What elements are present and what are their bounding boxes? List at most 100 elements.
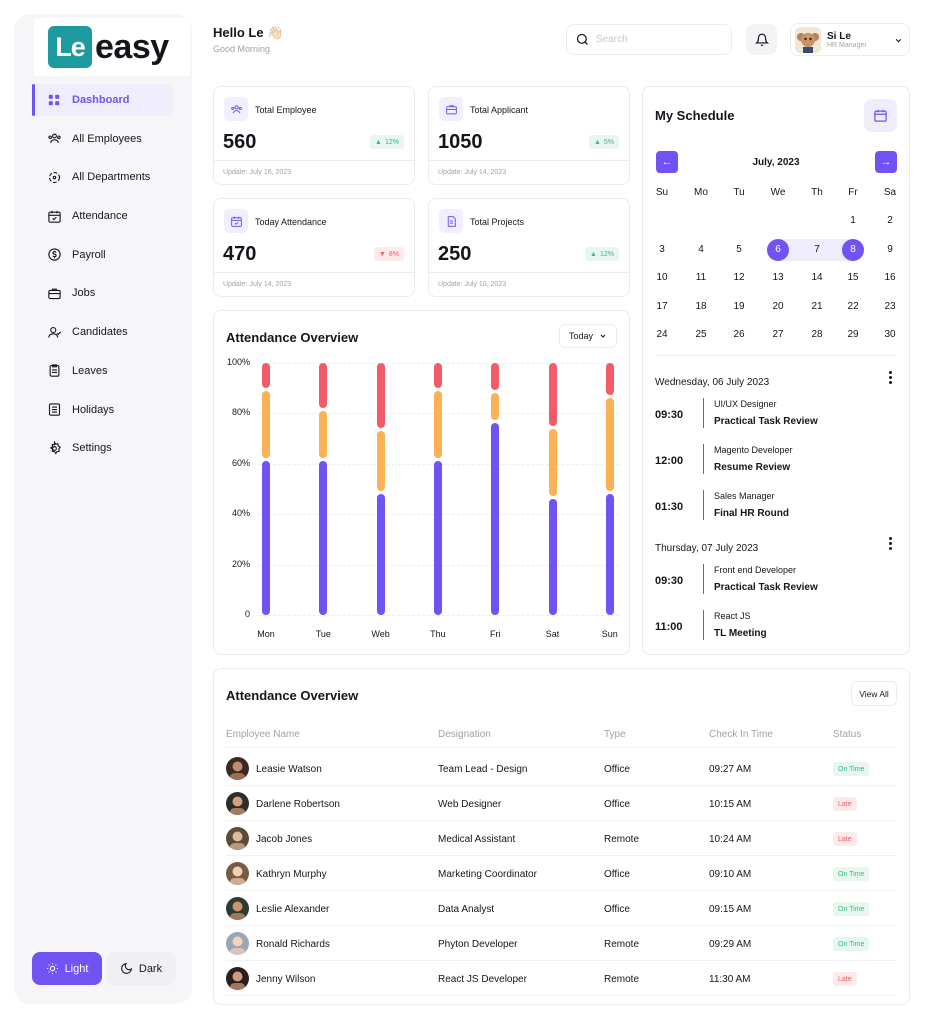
calendar-day[interactable]: 25: [695, 329, 707, 340]
users-icon: [46, 131, 62, 147]
weekday-label: Su: [655, 187, 669, 198]
weekday-label: We: [770, 187, 786, 198]
calendar-day[interactable]: 6: [767, 239, 789, 261]
bar-segment: [548, 499, 557, 615]
clipboard-icon: [46, 363, 62, 379]
calendar-day[interactable]: 1: [850, 215, 856, 226]
calendar-day[interactable]: 24: [656, 329, 668, 340]
calendar-day[interactable]: 30: [884, 329, 896, 340]
calendar-day[interactable]: 17: [656, 301, 668, 312]
dollar-circle-icon: [46, 247, 62, 263]
stat-update: Update: July 16, 2023: [223, 169, 292, 176]
calendar-day[interactable]: 8: [842, 239, 864, 261]
stat-label: Total Projects: [470, 217, 525, 227]
search-box: [566, 24, 732, 55]
table-row[interactable]: Jacob Jones Medical Assistant Remote 10:24 …: [226, 821, 897, 856]
bar-segment: [262, 363, 270, 388]
calendar-day[interactable]: 22: [847, 301, 859, 312]
check-in-time: 10:24 AM: [709, 834, 752, 845]
prev-month-button[interactable]: ←: [656, 151, 678, 173]
dark-theme-button[interactable]: Dark: [106, 952, 176, 985]
x-tick-label: Fri: [489, 629, 501, 639]
calendar-day[interactable]: 27: [772, 329, 784, 340]
calendar-day[interactable]: 18: [695, 301, 707, 312]
calendar-day[interactable]: 4: [698, 244, 704, 255]
sidebar-item-payroll[interactable]: Payroll: [32, 239, 174, 271]
schedule-title: My Schedule: [655, 108, 735, 123]
sidebar-item-all-departments[interactable]: All Departments: [32, 161, 174, 193]
sidebar-item-jobs[interactable]: Jobs: [32, 277, 174, 309]
attendance-table-card: Attendance Overview View All Employee Na…: [213, 668, 910, 1005]
table-row[interactable]: Jenny Wilson React JS Developer Remote 11:3…: [226, 961, 897, 996]
calendar-day[interactable]: 2: [887, 215, 893, 226]
logo[interactable]: Le easy: [34, 18, 190, 76]
table-row[interactable]: Kathryn Murphy Marketing Coordinator Offic…: [226, 856, 897, 891]
calendar-day[interactable]: 15: [847, 272, 859, 283]
calendar-day[interactable]: 7: [814, 244, 820, 255]
sidebar-item-holidays[interactable]: Holidays: [32, 394, 174, 426]
event-time: 12:00: [655, 455, 684, 467]
calendar-day[interactable]: 23: [884, 301, 896, 312]
triangle-up-icon: ▲: [593, 138, 601, 146]
weekday-label: Mo: [694, 187, 708, 198]
sidebar-item-settings[interactable]: Settings: [32, 432, 174, 464]
status-badge: On Time: [833, 762, 870, 776]
gear-icon: [46, 440, 62, 456]
sidebar-item-all-employees[interactable]: All Employees: [32, 123, 174, 155]
bar-segment: [605, 363, 614, 396]
calendar-day[interactable]: 13: [772, 272, 784, 283]
sidebar-item-attendance[interactable]: Attendance: [32, 200, 174, 232]
table-row[interactable]: Leslie Alexander Data Analyst Office 09:15 …: [226, 891, 897, 926]
calendar-day[interactable]: 12: [733, 272, 745, 283]
calendar-day[interactable]: 14: [811, 272, 823, 283]
user-name: Si Le: [827, 30, 851, 42]
period-select[interactable]: Today: [559, 324, 617, 348]
event-time: 09:30: [655, 409, 684, 421]
work-type: Office: [604, 869, 630, 880]
column-header: Type: [604, 729, 626, 740]
calendar-day[interactable]: 19: [733, 301, 745, 312]
calendar-day[interactable]: 5: [736, 244, 742, 255]
light-theme-button[interactable]: Light: [32, 952, 102, 985]
event-name: Practical Task Review: [714, 582, 818, 593]
chevron-down-icon: [895, 38, 902, 43]
work-type: Remote: [604, 939, 640, 950]
stat-update: Update: July 14, 2023: [223, 281, 292, 288]
event-role: Front end Developer: [714, 565, 797, 575]
calendar-day[interactable]: 29: [847, 329, 859, 340]
x-tick-label: Web: [371, 629, 390, 639]
calendar-day[interactable]: 28: [811, 329, 823, 340]
light-theme-label: Light: [64, 962, 89, 975]
bell-icon: [754, 33, 769, 46]
next-month-button[interactable]: →: [875, 151, 897, 173]
work-type: Office: [604, 799, 630, 810]
sidebar-item-dashboard[interactable]: Dashboard: [32, 84, 174, 116]
sidebar-item-label: Settings: [72, 442, 112, 455]
calendar-day[interactable]: 10: [656, 272, 668, 283]
sidebar-item-candidates[interactable]: Candidates: [32, 316, 174, 348]
sidebar-item-leaves[interactable]: Leaves: [32, 355, 174, 387]
table-row[interactable]: Leasie Watson Team Lead - Design Office 09:…: [226, 751, 897, 786]
calendar-day[interactable]: 20: [772, 301, 784, 312]
calendar-day[interactable]: 16: [884, 272, 896, 283]
calendar-button[interactable]: [864, 99, 897, 132]
y-tick-label: 40%: [231, 508, 250, 519]
calendar-day[interactable]: 11: [695, 272, 707, 283]
work-type: Office: [604, 764, 630, 775]
calendar-day[interactable]: 21: [811, 301, 823, 312]
more-options-icon[interactable]: [889, 537, 893, 552]
arrow-left-icon: ←: [661, 156, 673, 168]
list-icon: [46, 402, 62, 418]
calendar-day[interactable]: 9: [887, 244, 893, 255]
stat-label: Total Employee: [255, 105, 317, 115]
calendar-day[interactable]: 3: [659, 244, 665, 255]
grid-icon: [46, 92, 62, 108]
search-input[interactable]: [596, 34, 716, 45]
calendar-day[interactable]: 26: [733, 329, 745, 340]
more-options-icon[interactable]: [889, 371, 893, 386]
notification-button[interactable]: [746, 24, 777, 55]
view-all-button[interactable]: View All: [851, 681, 897, 706]
profile-dropdown[interactable]: Si Le HR Manager: [790, 23, 910, 56]
table-row[interactable]: Ronald Richards Phyton Developer Remote 09:…: [226, 926, 897, 961]
table-row[interactable]: Darlene Robertson Web Designer Office 10:15…: [226, 786, 897, 821]
